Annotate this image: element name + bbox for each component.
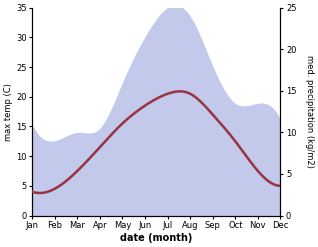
Y-axis label: max temp (C): max temp (C) xyxy=(4,83,13,141)
Y-axis label: med. precipitation (kg/m2): med. precipitation (kg/m2) xyxy=(305,55,314,168)
X-axis label: date (month): date (month) xyxy=(120,233,192,243)
